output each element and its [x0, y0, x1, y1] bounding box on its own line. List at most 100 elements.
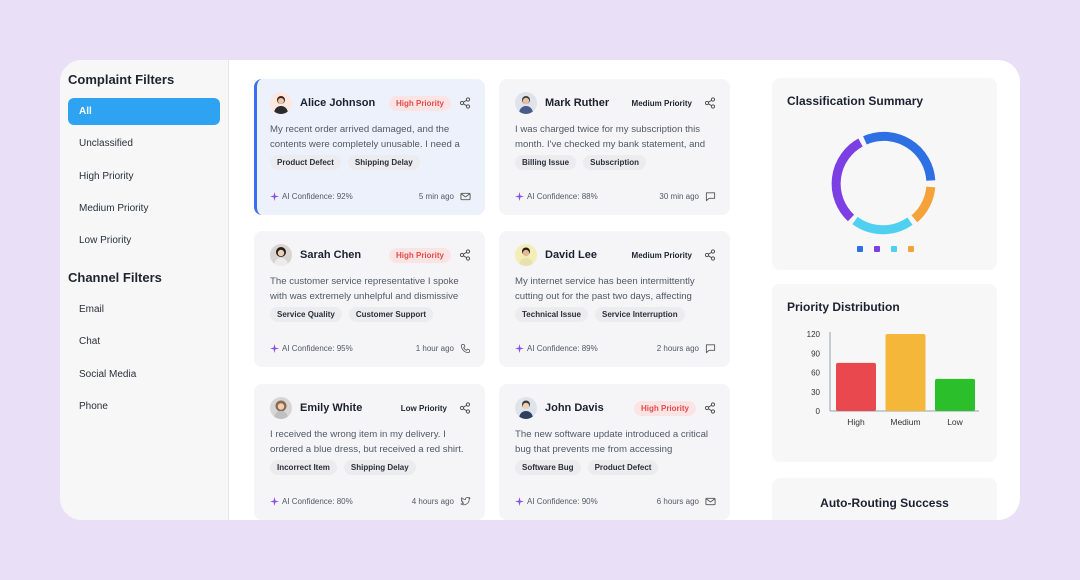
- complaint-text: The new software update introduced a cri…: [515, 429, 709, 455]
- share-icon[interactable]: [704, 249, 716, 261]
- sparkle-icon: [515, 344, 524, 353]
- bar-high: [836, 362, 876, 411]
- priority-badge: Medium Priority: [631, 98, 692, 108]
- app-window: Complaint Filters All Unclassified High …: [60, 60, 1020, 520]
- tag-list: Product Defect Shipping Delay: [270, 155, 471, 170]
- priority-badge: Medium Priority: [631, 250, 692, 260]
- filter-chat[interactable]: Chat: [79, 336, 101, 348]
- card-header: Mark Ruther Medium Priority: [515, 91, 716, 115]
- sidebar: Complaint Filters All Unclassified High …: [60, 60, 229, 520]
- x-tick-label: Low: [947, 417, 963, 427]
- sparkle-icon: [270, 344, 279, 353]
- ai-confidence: AI Confidence: 88%: [527, 192, 598, 201]
- customer-name: Mark Ruther: [545, 97, 610, 109]
- ai-confidence: AI Confidence: 92%: [282, 192, 353, 201]
- donut-segment-cyan: [852, 216, 913, 235]
- donut-segment-blue: [863, 131, 936, 181]
- customer-name: David Lee: [545, 249, 597, 261]
- card-header: Alice Johnson High Priority: [270, 91, 471, 115]
- timestamp: 2 hours ago: [656, 344, 699, 353]
- tag[interactable]: Service Quality: [270, 307, 342, 322]
- avatar: [270, 92, 292, 114]
- complaint-text: The customer service representative I sp…: [270, 276, 459, 302]
- priority-distribution-title: Priority Distribution: [787, 300, 900, 314]
- customer-name: Sarah Chen: [300, 249, 362, 261]
- bar-medium: [885, 334, 926, 411]
- filter-low-priority[interactable]: Low Priority: [79, 235, 132, 247]
- donut-legend: [857, 246, 914, 252]
- complaint-card[interactable]: Mark Ruther Medium Priority I was charge…: [499, 79, 730, 215]
- y-tick-label: 30: [811, 388, 820, 397]
- priority-badge: High Priority: [388, 247, 451, 263]
- complaint-card[interactable]: Sarah Chen High Priority The customer se…: [254, 231, 485, 367]
- classification-donut: [830, 129, 938, 237]
- tag[interactable]: Subscription: [583, 155, 647, 170]
- tag[interactable]: Customer Support: [348, 307, 434, 322]
- filter-high-priority[interactable]: High Priority: [79, 170, 134, 182]
- chat-icon: [705, 192, 716, 202]
- share-icon[interactable]: [459, 249, 471, 261]
- priority-badge: High Priority: [388, 95, 451, 111]
- tag[interactable]: Shipping Delay: [343, 460, 416, 475]
- legend-swatch-blue: [857, 246, 863, 252]
- tag[interactable]: Service Interruption: [595, 307, 685, 322]
- complaint-feed: Alice Johnson High Priority My recent or…: [229, 60, 760, 520]
- tag[interactable]: Billing Issue: [515, 155, 577, 170]
- priority-bar-chart: 120 90 60 30 0 High Medium Low: [807, 330, 979, 427]
- timestamp: 4 hours ago: [411, 497, 454, 506]
- complaint-filters-title: Complaint Filters: [68, 72, 175, 87]
- complaint-card[interactable]: David Lee Medium Priority My internet se…: [499, 231, 730, 367]
- donut-segment-purple: [831, 138, 863, 222]
- auto-routing-card: Auto-Routing Success: [772, 478, 997, 520]
- ai-confidence: AI Confidence: 90%: [527, 497, 598, 506]
- y-tick-label: 90: [811, 349, 820, 358]
- avatar: [270, 397, 292, 419]
- tag[interactable]: Technical Issue: [515, 307, 588, 322]
- filter-phone[interactable]: Phone: [79, 401, 108, 413]
- priority-badge: High Priority: [633, 400, 696, 416]
- filter-email[interactable]: Email: [79, 304, 105, 316]
- card-header: David Lee Medium Priority: [515, 243, 716, 267]
- share-icon[interactable]: [704, 97, 716, 109]
- x-tick-label: High: [847, 417, 865, 427]
- y-tick-label: 60: [811, 369, 820, 378]
- complaint-filter-list: All Unclassified High Priority Medium Pr…: [68, 98, 220, 254]
- filter-unclassified[interactable]: Unclassified: [79, 138, 133, 150]
- complaint-card[interactable]: Alice Johnson High Priority My recent or…: [254, 79, 485, 215]
- tag[interactable]: Product Defect: [587, 460, 659, 475]
- sparkle-icon: [515, 192, 524, 201]
- complaint-text: I received the wrong item in my delivery…: [270, 429, 464, 455]
- customer-name: John Davis: [545, 402, 604, 414]
- share-icon[interactable]: [704, 402, 716, 414]
- tag-list: Technical Issue Service Interruption: [515, 307, 716, 322]
- tag[interactable]: Incorrect Item: [270, 460, 337, 475]
- tag-list: Billing Issue Subscription: [515, 155, 716, 170]
- tag[interactable]: Software Bug: [515, 460, 581, 475]
- share-icon[interactable]: [459, 97, 471, 109]
- timestamp: 6 hours ago: [656, 497, 699, 506]
- donut-segment-orange: [911, 186, 936, 223]
- filter-all[interactable]: All: [68, 98, 220, 125]
- sparkle-icon: [270, 192, 279, 201]
- channel-filters-title: Channel Filters: [68, 270, 162, 286]
- complaint-card[interactable]: Emily White Low Priority I received the …: [254, 384, 485, 520]
- ai-confidence: AI Confidence: 95%: [282, 344, 353, 353]
- filter-medium-priority[interactable]: Medium Priority: [79, 202, 149, 214]
- complaint-text: My internet service has been intermitten…: [515, 276, 695, 302]
- tag[interactable]: Shipping Delay: [347, 155, 420, 170]
- avatar: [270, 244, 292, 266]
- phone-icon: [460, 343, 471, 354]
- complaint-card[interactable]: John Davis High Priority The new softwar…: [499, 384, 730, 520]
- channel-filter-list: Email Chat Social Media Phone: [68, 296, 220, 420]
- share-icon[interactable]: [459, 402, 471, 414]
- legend-swatch-orange: [908, 246, 914, 252]
- avatar: [515, 92, 537, 114]
- card-footer: AI Confidence: 89% 2 hours ago: [515, 343, 716, 354]
- card-header: Emily White Low Priority: [270, 396, 471, 420]
- analytics-panel: Classification Summary Prio: [760, 60, 1020, 520]
- ai-confidence: AI Confidence: 80%: [282, 497, 353, 506]
- tag[interactable]: Product Defect: [270, 155, 341, 170]
- customer-name: Alice Johnson: [300, 97, 376, 109]
- legend-swatch-purple: [874, 246, 880, 252]
- filter-social-media[interactable]: Social Media: [79, 368, 137, 380]
